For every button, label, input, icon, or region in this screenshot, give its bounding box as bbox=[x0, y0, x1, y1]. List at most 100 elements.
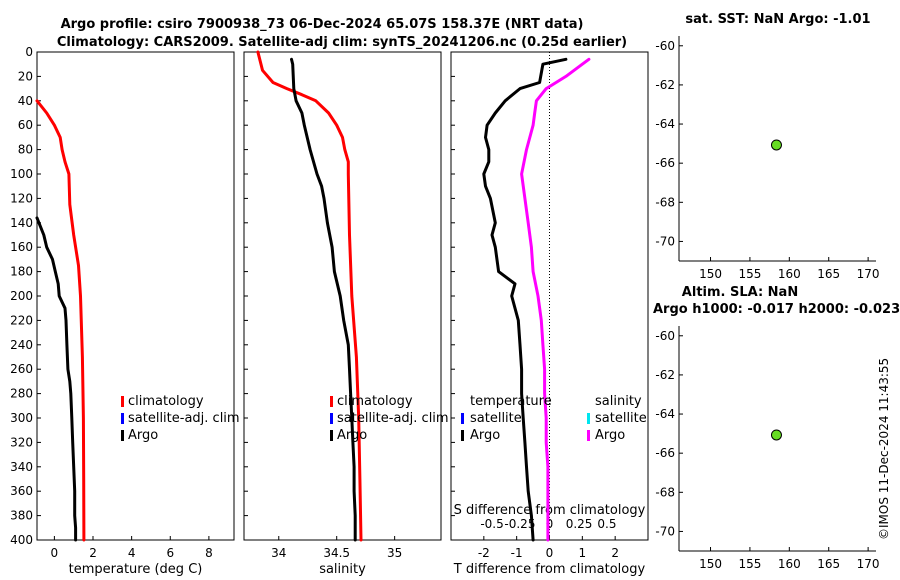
x-tick-label: -2 bbox=[478, 546, 490, 560]
y-tick-label: -70 bbox=[655, 524, 675, 538]
s-tick-label: 0 bbox=[546, 517, 554, 531]
series-climatology bbox=[256, 50, 363, 542]
x-tick-label: 1 bbox=[579, 546, 587, 560]
axes-frame bbox=[243, 51, 442, 541]
y-tick-label: 220 bbox=[10, 313, 33, 327]
legend-s-sat-label: satellite bbox=[595, 411, 647, 426]
legend-argo-label: Argo bbox=[337, 428, 367, 443]
x-tick-label: 4 bbox=[128, 546, 136, 560]
series-argo bbox=[35, 216, 78, 542]
x-tick-label: 34 bbox=[271, 546, 286, 560]
y-tick-label: 0 bbox=[25, 45, 33, 59]
y-tick-label: 80 bbox=[18, 143, 33, 157]
legend-clim-label: climatology bbox=[128, 394, 204, 409]
legend-swatch-clim bbox=[121, 396, 124, 407]
y-tick-label: 400 bbox=[10, 533, 33, 547]
s-tick-label: -0.5 bbox=[480, 517, 503, 531]
temperature-panel: 0204060801001201401601802002202402602803… bbox=[10, 45, 235, 577]
y-tick-label: 200 bbox=[10, 289, 33, 303]
title-line2: Climatology: CARS2009. Satellite-adj cli… bbox=[57, 35, 627, 50]
x-tick-label: 155 bbox=[738, 267, 761, 281]
legend-sat-label: satellite-adj. clim bbox=[128, 411, 240, 426]
sst-title: sat. SST: NaN Argo: -1.01 bbox=[685, 12, 870, 27]
y-tick-label: -62 bbox=[655, 78, 675, 92]
legend-argo-label: Argo bbox=[128, 428, 158, 443]
x-tick-label: 165 bbox=[817, 557, 840, 571]
x-tick-label: 160 bbox=[778, 267, 801, 281]
x-tick-label: 170 bbox=[857, 557, 880, 571]
x-tick-label: 150 bbox=[699, 557, 722, 571]
x-tick-label: 34.5 bbox=[323, 546, 350, 560]
y-tick-label: 280 bbox=[10, 387, 33, 401]
x-tick-label: 2 bbox=[611, 546, 619, 560]
difference-panel: -2 -1 0 1 2 T difference from climatology -0.5… bbox=[450, 51, 649, 577]
series-argo bbox=[290, 57, 357, 542]
y-tick-label: 340 bbox=[10, 460, 33, 474]
x-tick-label: 6 bbox=[166, 546, 174, 560]
diff-legend: temperature satellite Argo salinity sate… bbox=[461, 394, 647, 443]
s-axis-label: S difference from climatology bbox=[454, 503, 646, 518]
argo-position-marker bbox=[770, 139, 782, 151]
y-tick-label: -60 bbox=[655, 329, 675, 343]
legend-t-sat-label: satellite bbox=[470, 411, 522, 426]
axes-frame bbox=[36, 51, 235, 541]
y-tick-label: 380 bbox=[10, 509, 33, 523]
y-tick-label: 300 bbox=[10, 411, 33, 425]
y-tick-label: 20 bbox=[18, 69, 33, 83]
argo-position-marker bbox=[770, 429, 782, 441]
s-tick-label: -0.25 bbox=[504, 517, 535, 531]
y-tick-label: 40 bbox=[18, 94, 33, 108]
legend-swatch-s-argo bbox=[587, 430, 590, 441]
y-tick-label: -66 bbox=[655, 446, 675, 460]
x-tick-label: 0 bbox=[546, 546, 554, 560]
y-tick-label: 60 bbox=[18, 118, 33, 132]
x-tick-label: 170 bbox=[857, 267, 880, 281]
y-tick-label: 240 bbox=[10, 338, 33, 352]
x-tick-label: 8 bbox=[205, 546, 213, 560]
y-tick-label: 140 bbox=[10, 216, 33, 230]
series-t-argo bbox=[482, 57, 568, 542]
sla-title-2: Argo h1000: -0.017 h2000: -0.023 bbox=[653, 302, 900, 317]
y-tick-label: -62 bbox=[655, 368, 675, 382]
y-tick-label: -68 bbox=[655, 195, 675, 209]
y-tick-label: 100 bbox=[10, 167, 33, 181]
x-tick-label: 160 bbox=[778, 557, 801, 571]
legend-salinity-heading: salinity bbox=[595, 394, 642, 409]
legend-swatch-t-sat bbox=[461, 413, 464, 424]
series-s-argo bbox=[520, 57, 591, 542]
y-tick-label: 260 bbox=[10, 362, 33, 376]
x-tick-label: 0 bbox=[51, 546, 59, 560]
legend-swatch-sat bbox=[330, 413, 333, 424]
x-tick-label: 35 bbox=[387, 546, 402, 560]
legend-t-argo-label: Argo bbox=[470, 428, 500, 443]
s-tick-label: 0.5 bbox=[597, 517, 616, 531]
y-tick-label: 320 bbox=[10, 435, 33, 449]
legend-swatch-t-argo bbox=[461, 430, 464, 441]
legend-s-argo-label: Argo bbox=[595, 428, 625, 443]
y-tick-label: -64 bbox=[655, 117, 675, 131]
y-tick-label: -60 bbox=[655, 39, 675, 53]
legend-sat-label: satellite-adj. clim bbox=[337, 411, 449, 426]
legend-swatch-s-sat bbox=[587, 413, 590, 424]
y-tick-label: -68 bbox=[655, 485, 675, 499]
x-tick-label: 2 bbox=[89, 546, 97, 560]
sla-map-panel: -60 -62 -64 -66 -68 -70 150 155 160 165 170 bbox=[655, 326, 880, 571]
s-tick-label: 0.25 bbox=[566, 517, 593, 531]
x-axis-label: salinity bbox=[319, 562, 366, 577]
y-tick-label: 160 bbox=[10, 240, 33, 254]
salinity-panel: 34 34.5 35 salinity bbox=[243, 50, 442, 577]
y-tick-label: -70 bbox=[655, 234, 675, 248]
title-line1: Argo profile: csiro 7900938_73 06-Dec-20… bbox=[61, 17, 584, 32]
y-tick-label: 360 bbox=[10, 484, 33, 498]
y-tick-label: 180 bbox=[10, 265, 33, 279]
sal-legend: climatology satellite-adj. clim Argo bbox=[330, 394, 449, 443]
y-tick-label: -66 bbox=[655, 156, 675, 170]
y-tick-label: -64 bbox=[655, 407, 675, 421]
x-axis-label: temperature (deg C) bbox=[69, 562, 203, 577]
sla-title-1: Altim. SLA: NaN bbox=[682, 285, 798, 300]
legend-swatch-sat bbox=[121, 413, 124, 424]
imos-stamp: ©IMOS 11-Dec-2024 11:43:55 bbox=[877, 358, 891, 540]
x-tick-label: 165 bbox=[817, 267, 840, 281]
legend-swatch-argo bbox=[330, 430, 333, 441]
